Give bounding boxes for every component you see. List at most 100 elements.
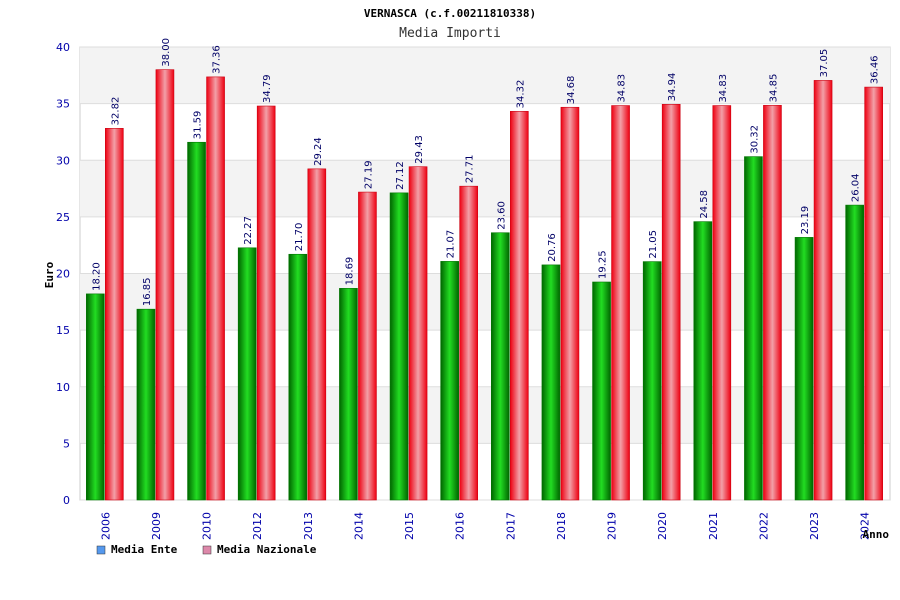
bar-value-label: 20.76	[547, 233, 558, 262]
bar-media-nazionale	[105, 128, 124, 501]
y-tick-label: 10	[56, 381, 70, 394]
chart-subtitle: Media Importi	[399, 26, 501, 41]
bar-value-label: 23.19	[800, 206, 811, 235]
bar-media-ente	[744, 156, 763, 501]
legend-label: Media Ente	[111, 543, 178, 556]
bar-media-ente	[237, 247, 257, 501]
bar-media-ente	[642, 261, 662, 501]
value-labels: 18.20 32.82 16.85 38.00 31.59 37.36 22.27 34.79…	[91, 38, 880, 306]
y-tick-label: 5	[63, 437, 70, 450]
bar-value-label: 34.83	[718, 74, 729, 103]
x-axis-label: Anno	[863, 528, 890, 541]
bars	[86, 69, 883, 501]
bar-media-ente	[187, 141, 206, 501]
bar-media-ente	[845, 204, 864, 501]
bar-media-ente	[389, 192, 409, 501]
bar-value-label: 21.05	[648, 230, 659, 259]
legend-swatch	[96, 545, 106, 555]
bar-value-label: 27.71	[465, 155, 476, 184]
bar-media-nazionale	[358, 191, 377, 501]
bar-value-label: 30.32	[749, 125, 760, 154]
bar-media-nazionale	[408, 166, 428, 501]
bar-media-nazionale	[661, 104, 681, 501]
y-tick-label: 40	[56, 41, 70, 54]
x-tick-label: 2006	[99, 512, 112, 540]
bar-media-nazionale	[763, 105, 782, 501]
y-axis-label: Euro	[43, 261, 56, 288]
bar-value-label: 34.83	[617, 74, 628, 103]
x-tick-label: 2024	[859, 512, 872, 540]
bar-value-label: 18.20	[91, 262, 102, 291]
bar-value-label: 27.19	[363, 160, 374, 189]
bar-value-label: 37.05	[819, 49, 830, 78]
bar-media-nazionale	[256, 105, 276, 501]
bar-media-ente	[491, 232, 510, 501]
bar-value-label: 31.59	[193, 111, 204, 140]
x-tick-label: 2014	[352, 512, 365, 540]
bar-media-nazionale	[611, 105, 630, 501]
bar-media-nazionale	[459, 185, 478, 501]
bar-value-label: 16.85	[142, 278, 153, 307]
bar-media-ente	[592, 281, 611, 501]
x-tick-label: 2021	[707, 512, 720, 540]
bar-media-nazionale	[307, 168, 327, 501]
bar-value-label: 32.82	[110, 97, 121, 126]
x-tick-label: 2009	[150, 512, 163, 540]
bar-value-label: 27.12	[395, 161, 406, 190]
bar-media-nazionale	[560, 106, 580, 501]
x-tick-label: 2019	[606, 512, 619, 540]
bar-media-ente	[794, 237, 814, 501]
x-tick-label: 2018	[555, 512, 568, 540]
bar-value-label: 34.79	[262, 74, 273, 103]
x-axis-ticks: 2006 2009 2010 2012 2013 2014 2015 2016 2017 2018…	[99, 512, 871, 540]
bar-value-label: 23.60	[496, 201, 507, 230]
x-tick-label: 2017	[504, 512, 517, 540]
y-tick-label: 20	[56, 268, 70, 281]
x-tick-label: 2020	[656, 512, 669, 540]
bar-media-nazionale	[155, 69, 175, 501]
bar-value-label: 19.25	[598, 250, 609, 279]
bar-value-label: 24.58	[699, 190, 710, 219]
y-tick-label: 35	[56, 98, 70, 111]
x-tick-label: 2012	[251, 512, 264, 540]
bar-value-label: 21.07	[446, 230, 457, 259]
x-tick-label: 2022	[757, 512, 770, 540]
bar-value-label: 38.00	[161, 38, 172, 67]
bar-media-ente	[86, 293, 105, 501]
y-tick-label: 15	[56, 324, 70, 337]
x-tick-label: 2023	[808, 512, 821, 540]
bar-media-nazionale	[813, 80, 833, 501]
bar-media-nazionale	[712, 105, 732, 501]
bar-value-label: 29.24	[313, 137, 324, 166]
bar-media-ente	[136, 308, 156, 501]
y-axis-ticks: 0 5 10 15 20 25 30 35 40	[56, 41, 70, 507]
x-tick-label: 2010	[201, 512, 214, 540]
legend-label: Media Nazionale	[217, 543, 317, 556]
bar-value-label: 34.85	[768, 74, 779, 103]
bar-value-label: 26.04	[851, 173, 862, 202]
legend-swatch	[202, 545, 212, 555]
bar-media-nazionale	[510, 111, 529, 501]
bar-media-ente	[339, 288, 358, 501]
bar-value-label: 34.32	[515, 80, 526, 109]
bar-value-label: 34.68	[566, 76, 577, 105]
bar-value-label: 34.94	[667, 73, 678, 102]
x-tick-label: 2015	[403, 512, 416, 540]
x-tick-label: 2013	[302, 512, 315, 540]
bar-media-ente	[693, 221, 713, 501]
y-tick-label: 0	[63, 494, 70, 507]
bar-value-label: 29.43	[414, 135, 425, 164]
bar-media-ente	[541, 264, 561, 501]
y-tick-label: 30	[56, 154, 70, 167]
chart-title: VERNASCA (c.f.00211810338)	[364, 7, 536, 20]
bar-value-label: 21.70	[294, 223, 305, 252]
bar-value-label: 18.69	[344, 257, 355, 286]
bar-media-nazionale	[206, 76, 225, 501]
x-tick-label: 2016	[454, 512, 467, 540]
bar-media-nazionale	[864, 86, 883, 501]
bar-media-ente	[288, 253, 308, 501]
y-tick-label: 25	[56, 211, 70, 224]
bar-value-label: 37.36	[212, 45, 223, 74]
bar-media-ente	[440, 261, 459, 501]
